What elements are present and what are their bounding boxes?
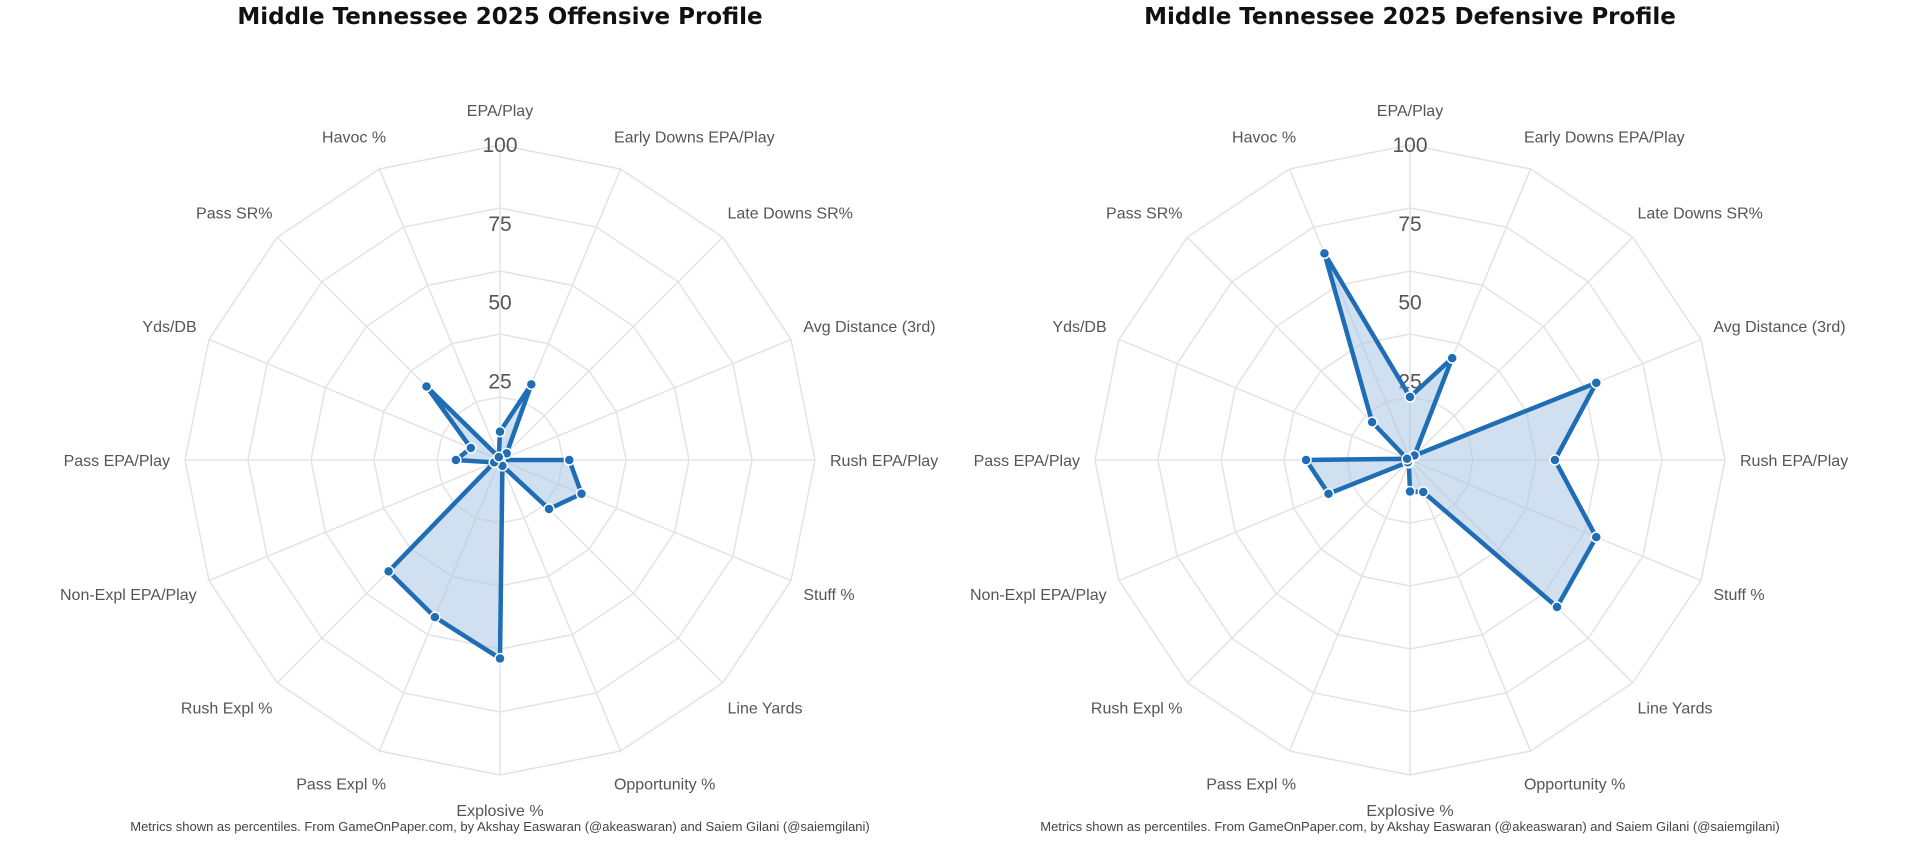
axis-label: Pass SR% [1106, 206, 1182, 223]
axis-label: Pass EPA/Play [974, 453, 1080, 470]
axis-label: Rush Expl % [1091, 700, 1183, 717]
data-point [494, 652, 506, 665]
data-point [575, 488, 588, 500]
axis-label: Yds/DB [142, 319, 196, 336]
data-point [382, 565, 395, 578]
data-point [1404, 485, 1416, 498]
axis-label: Avg Distance (3rd) [1713, 319, 1845, 336]
axis-label: Non-Expl EPA/Play [970, 587, 1107, 604]
data-point [429, 611, 441, 623]
tick-label: 50 [1398, 292, 1421, 315]
data-point [525, 378, 538, 391]
data-point [450, 454, 462, 466]
grid-spoke [1288, 459, 1411, 752]
data-point [1590, 531, 1603, 543]
axis-label: Stuff % [1713, 587, 1764, 604]
grid-spoke [499, 338, 792, 461]
grid-spoke [499, 236, 724, 461]
grid-spoke [208, 338, 501, 461]
tick-label: 75 [1398, 213, 1421, 236]
grid-spoke [499, 459, 622, 752]
grid-spoke [1409, 459, 1532, 752]
axis-label: Rush Expl % [181, 700, 273, 717]
axis-label: Yds/DB [1052, 319, 1106, 336]
axis-label: Late Downs SR% [1637, 206, 1762, 223]
data-point [493, 451, 505, 463]
series-area [1301, 252, 1602, 611]
offensive-profile-panel: Middle Tennessee 2025 Offensive Profile … [60, 4, 938, 834]
axis-label: Stuff % [803, 587, 854, 604]
data-point [1590, 377, 1603, 389]
defensive-profile-panel: Middle Tennessee 2025 Defensive Profile … [910, 0, 1870, 847]
axis-label: Pass SR% [196, 206, 272, 223]
data-point [1401, 453, 1413, 465]
data-point [1551, 601, 1563, 613]
axis-label: Early Downs EPA/Play [614, 130, 775, 147]
tick-label: 75 [488, 213, 511, 236]
axis-label: Opportunity % [614, 776, 715, 793]
chart-caption: Metrics shown as percentiles. From GameO… [1040, 819, 1780, 834]
tick-label: 50 [488, 292, 511, 315]
axis-label: Havoc % [1232, 130, 1296, 147]
data-point [494, 425, 506, 438]
tick-label: 25 [488, 370, 511, 393]
data-point [420, 380, 433, 393]
axis-label: Non-Expl EPA/Play [60, 587, 197, 604]
tick-label: 100 [1392, 134, 1427, 157]
radar-series [382, 378, 588, 665]
radial-ticks: 25 50 75 100 [482, 134, 517, 393]
axis-label: Explosive % [456, 803, 543, 820]
chart-title: Middle Tennessee 2025 Offensive Profile [237, 4, 763, 30]
data-point [543, 503, 555, 515]
data-point [1417, 486, 1430, 498]
axis-label: Early Downs EPA/Play [1524, 130, 1685, 147]
axis-label: Line Yards [727, 700, 802, 717]
tick-label: 100 [482, 134, 517, 157]
radar-series [1300, 247, 1603, 613]
axis-label: Pass Expl % [1206, 776, 1296, 793]
axis-label: Pass EPA/Play [64, 453, 170, 470]
data-point [1318, 247, 1331, 260]
data-point [1404, 391, 1416, 403]
axis-label: Rush EPA/Play [1740, 453, 1848, 470]
data-point [1549, 454, 1561, 466]
grid-spoke [1118, 338, 1411, 461]
axis-label: Pass Expl % [296, 776, 386, 793]
axis-label: Rush EPA/Play [830, 453, 938, 470]
grid-spoke [208, 459, 501, 582]
grid-spoke [378, 168, 501, 461]
axis-label: Late Downs SR% [727, 206, 852, 223]
data-point [563, 454, 576, 466]
grid-spoke [1409, 236, 1634, 461]
grid-spoke [1186, 459, 1411, 684]
axis-label: Opportunity % [1524, 776, 1625, 793]
axis-label: Havoc % [322, 130, 386, 147]
axis-label: EPA/Play [467, 103, 533, 120]
axis-labels: EPA/Play Early Downs EPA/Play Late Downs S… [970, 103, 1848, 820]
axis-label: EPA/Play [1377, 103, 1443, 120]
data-point [465, 442, 477, 454]
data-point [1322, 488, 1335, 500]
data-point [1366, 416, 1378, 428]
axis-label: Explosive % [1366, 803, 1453, 820]
chart-title: Middle Tennessee 2025 Defensive Profile [1144, 4, 1676, 30]
axis-label: Avg Distance (3rd) [803, 319, 935, 336]
radar-chart: 25 50 75 100 EPA/Play Early Downs EPA/Play Lat… [60, 103, 938, 820]
axis-labels: EPA/Play Early Downs EPA/Play Late Downs S… [60, 103, 938, 820]
axis-label: Line Yards [1637, 700, 1712, 717]
data-point [1446, 352, 1458, 364]
data-point [1300, 454, 1312, 466]
chart-caption: Metrics shown as percentiles. From GameO… [130, 819, 870, 834]
